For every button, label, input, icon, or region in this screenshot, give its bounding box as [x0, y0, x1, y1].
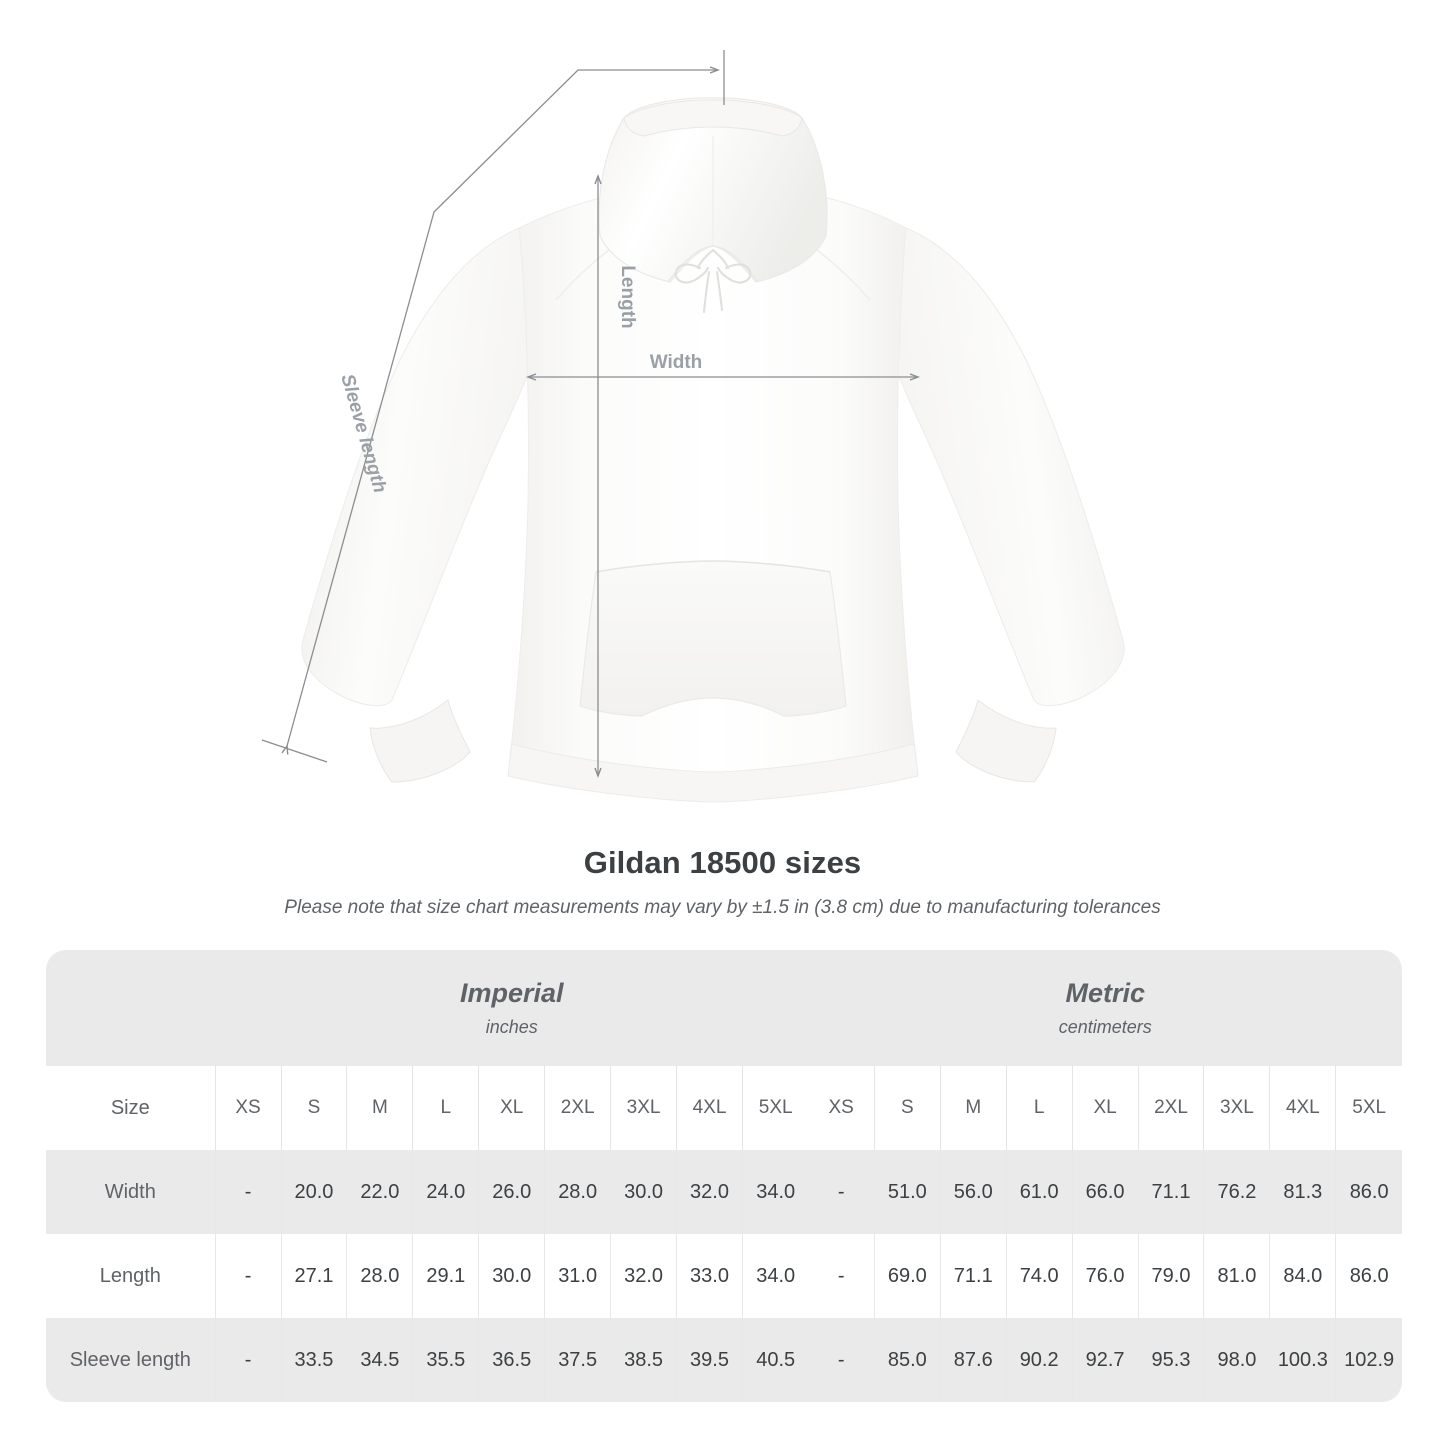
cell-length-metric-L: 74.0	[1005, 1234, 1073, 1318]
cell-sleeve-length-imperial-M: 34.5	[346, 1318, 413, 1402]
cell-length-imperial-S: 27.1	[280, 1234, 347, 1318]
cell-length-imperial-5XL: 34.0	[741, 1234, 809, 1318]
cell-sleeve-length-metric-4XL: 100.3	[1269, 1318, 1336, 1402]
size-header-metric-M: M	[939, 1066, 1007, 1150]
cell-length-imperial-4XL: 33.0	[676, 1234, 743, 1318]
size-chart-table: Imperial inches Metric centimeters Size XS S M L…	[46, 950, 1402, 1402]
table-row: Width -20.0 22.0 24.0 26.0 28.0 30.0 32.0 34.0-5…	[46, 1150, 1402, 1234]
size-header-metric-3XL: 3XL	[1203, 1066, 1270, 1150]
unit-banner-row: Imperial inches Metric centimeters	[46, 950, 1402, 1066]
cell-length-imperial-3XL: 32.0	[610, 1234, 677, 1318]
sleeve-length-line	[281, 66, 720, 755]
cell-length-metric-4XL: 84.0	[1269, 1234, 1336, 1318]
cell-length-metric-S: 69.0	[873, 1234, 941, 1318]
cell-sleeve-length-metric-3XL: 98.0	[1203, 1318, 1270, 1402]
page-title: Gildan 18500 sizes	[583, 845, 862, 880]
size-header-imperial-S: S	[280, 1066, 347, 1150]
unit-name: Metric	[1065, 978, 1145, 1009]
hoodie-illustration: Sleeve length Length Width	[261, 50, 1125, 803]
size-header-metric-XL: XL	[1071, 1066, 1139, 1150]
cell-sleeve-length-imperial-XS: -	[214, 1318, 282, 1402]
cell-length-imperial-L: 29.1	[412, 1234, 479, 1318]
table-row: Sleeve length -33.5 34.5 35.5 36.5 37.5 38.5 39…	[46, 1318, 1402, 1402]
cell-sleeve-length-imperial-L: 35.5	[412, 1318, 479, 1402]
cell-width-metric-M: 56.0	[939, 1150, 1007, 1234]
size-header-imperial-L: L	[412, 1066, 479, 1150]
cell-sleeve-length-imperial-2XL: 37.5	[544, 1318, 611, 1402]
size-header-imperial-2XL: 2XL	[544, 1066, 611, 1150]
cell-sleeve-length-imperial-4XL: 39.5	[676, 1318, 743, 1402]
unit-banner-metric: Metric centimeters	[808, 950, 1402, 1066]
size-header-metric-2XL: 2XL	[1137, 1066, 1204, 1150]
cell-width-imperial-2XL: 28.0	[544, 1150, 611, 1234]
row-label-sleeve-length: Sleeve length	[46, 1318, 216, 1402]
cell-width-metric-5XL: 86.0	[1335, 1150, 1402, 1234]
cell-width-metric-XS: -	[808, 1150, 875, 1234]
cell-sleeve-length-imperial-S: 33.5	[280, 1318, 347, 1402]
cell-length-imperial-XL: 30.0	[478, 1234, 545, 1318]
size-header-imperial-5XL: 5XL	[741, 1066, 809, 1150]
table-row: Length -27.1 28.0 29.1 30.0 31.0 32.0 33.0 34.0-…	[46, 1234, 1402, 1318]
cell-sleeve-length-metric-XL: 92.7	[1071, 1318, 1139, 1402]
cell-length-imperial-M: 28.0	[346, 1234, 413, 1318]
cell-length-metric-XL: 76.0	[1071, 1234, 1139, 1318]
unit-subtitle: inches	[485, 1017, 538, 1038]
row-label-width: Width	[46, 1150, 216, 1234]
cell-width-imperial-3XL: 30.0	[610, 1150, 677, 1234]
measurement-annotations	[261, 50, 920, 778]
size-header-row: Size XS S M L XL 2XL 3XL 4XL 5XL XS S M L XL 2XL 3XL 4XL 5…	[46, 1066, 1402, 1150]
cell-width-imperial-XL: 26.0	[478, 1150, 545, 1234]
size-header-imperial-XL: XL	[478, 1066, 545, 1150]
size-header-metric-S: S	[873, 1066, 941, 1150]
cell-width-imperial-4XL: 32.0	[676, 1150, 743, 1234]
unit-name: Imperial	[459, 978, 564, 1009]
cell-width-metric-3XL: 76.2	[1203, 1150, 1270, 1234]
size-header-imperial-M: M	[346, 1066, 413, 1150]
size-header-metric-L: L	[1005, 1066, 1073, 1150]
cell-length-metric-5XL: 86.0	[1335, 1234, 1402, 1318]
size-header-metric-5XL: 5XL	[1335, 1066, 1402, 1150]
cell-sleeve-length-metric-M: 87.6	[939, 1318, 1007, 1402]
cell-width-imperial-M: 22.0	[346, 1150, 413, 1234]
cell-width-metric-S: 51.0	[873, 1150, 941, 1234]
cell-sleeve-length-metric-5XL: 102.9	[1335, 1318, 1402, 1402]
sleeve-bottom-tick	[261, 739, 328, 763]
cell-sleeve-length-metric-S: 85.0	[873, 1318, 941, 1402]
cell-length-metric-M: 71.1	[939, 1234, 1007, 1318]
cell-length-metric-3XL: 81.0	[1203, 1234, 1270, 1318]
unit-banner-spacer	[46, 950, 216, 1066]
hoodie-garment	[301, 97, 1125, 803]
cell-length-metric-XS: -	[808, 1234, 875, 1318]
tolerance-note: Please note that size chart measurements…	[284, 897, 1161, 918]
size-column-header: Size	[46, 1066, 216, 1150]
cell-sleeve-length-metric-XS: -	[808, 1318, 875, 1402]
cell-length-imperial-XS: -	[214, 1234, 282, 1318]
cell-sleeve-length-metric-2XL: 95.3	[1137, 1318, 1204, 1402]
cell-length-metric-2XL: 79.0	[1137, 1234, 1204, 1318]
cell-width-imperial-5XL: 34.0	[741, 1150, 809, 1234]
length-label: Length	[617, 265, 638, 328]
cell-sleeve-length-imperial-3XL: 38.5	[610, 1318, 677, 1402]
cell-width-metric-XL: 66.0	[1071, 1150, 1139, 1234]
size-header-metric-XS: XS	[808, 1066, 875, 1150]
size-header-imperial-3XL: 3XL	[610, 1066, 677, 1150]
unit-banner-imperial: Imperial inches	[215, 950, 809, 1066]
cell-sleeve-length-imperial-5XL: 40.5	[741, 1318, 809, 1402]
cell-width-metric-2XL: 71.1	[1137, 1150, 1204, 1234]
cell-width-metric-L: 61.0	[1005, 1150, 1073, 1234]
row-label-length: Length	[46, 1234, 216, 1318]
cell-width-metric-4XL: 81.3	[1269, 1150, 1336, 1234]
width-label: Width	[650, 352, 703, 373]
size-header-imperial-XS: XS	[214, 1066, 282, 1150]
cell-length-imperial-2XL: 31.0	[544, 1234, 611, 1318]
cell-width-imperial-L: 24.0	[412, 1150, 479, 1234]
cell-sleeve-length-metric-L: 90.2	[1005, 1318, 1073, 1402]
unit-subtitle: centimeters	[1058, 1017, 1152, 1038]
size-header-imperial-4XL: 4XL	[676, 1066, 743, 1150]
cell-width-imperial-S: 20.0	[280, 1150, 347, 1234]
size-header-metric-4XL: 4XL	[1269, 1066, 1336, 1150]
cell-width-imperial-XS: -	[214, 1150, 282, 1234]
cell-sleeve-length-imperial-XL: 36.5	[478, 1318, 545, 1402]
